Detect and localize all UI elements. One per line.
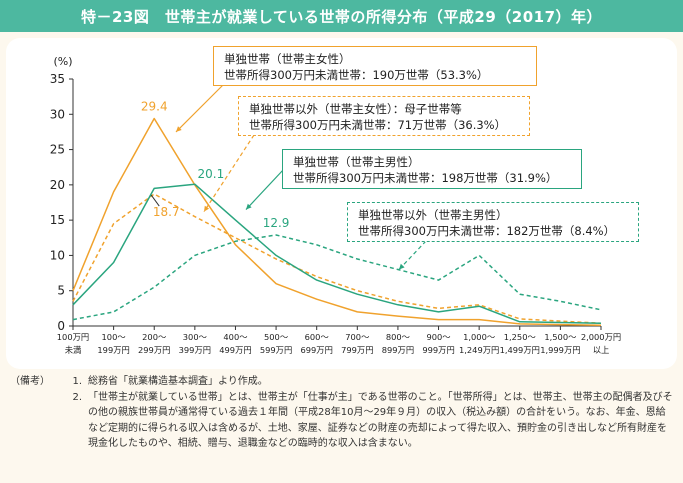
x-tick-label: 399万円 (179, 345, 211, 355)
chart-panel: 0 5 10 15 20 25 30 35 (%) 100万円未満 100～ 199万円 200～ 299… (6, 38, 677, 369)
x-tick-label: 100～ (102, 332, 126, 342)
note-item: （備考） 1. 総務省「就業構造基本調査」より作成。 (10, 374, 675, 390)
y-tick-label: 0 (57, 319, 65, 333)
y-axis-label: (%) (53, 55, 72, 68)
x-tick-label: 以上 (593, 345, 610, 355)
y-tick-label: 30 (50, 107, 65, 121)
callout-female-nonsingle: 単独世帯以外（世帯主女性）：母子世帯等 世帯所得300万円未満世帯：71万世帯（… (238, 96, 530, 136)
callout-line-1: 単独世帯以外（世帯主女性）：母子世帯等 (249, 102, 462, 116)
x-tick-label: 900～ (426, 332, 450, 342)
series-line (72, 117, 602, 327)
callout-line-2: 世帯所得300万円未満世帯：182万世帯（8.4%） (358, 224, 616, 238)
x-tick-label: 1,499万円 (500, 345, 540, 355)
data-label: 29.4 (141, 100, 168, 114)
x-tick-label: 1,500～ (544, 332, 576, 342)
x-tick-label: 400～ (223, 332, 247, 342)
y-tick-label: 10 (50, 248, 65, 262)
y-tick-label: 20 (50, 178, 65, 192)
x-tick-label: 200～ (142, 332, 166, 342)
note-number: 2. (72, 391, 82, 403)
x-tick-label: 899万円 (382, 345, 414, 355)
callout-female-single: 単独世帯（世帯主女性） 世帯所得300万円未満世帯：190万世帯（53.3%） (213, 46, 537, 86)
callout-line-1: 単独世帯（世帯主男性） (293, 155, 420, 169)
x-tick-label: 1,250～ (504, 332, 536, 342)
callout-arrow-line (203, 134, 255, 213)
x-tick-label: 1,999万円 (540, 345, 580, 355)
callout-arrow-line (245, 168, 285, 210)
callout-male-single: 単独世帯（世帯主男性） 世帯所得300万円未満世帯：198万世帯（31.9%） (282, 149, 582, 189)
data-label: 12.9 (263, 216, 290, 230)
data-label: 18.7 (153, 205, 180, 219)
callout-arrowhead (176, 126, 182, 132)
data-label: 20.1 (197, 167, 224, 181)
x-tick-label: 100万円 (57, 332, 89, 342)
note-number: 1. (72, 376, 82, 387)
y-tick-label: 5 (57, 284, 65, 298)
x-tick-label: 700～ (345, 332, 369, 342)
callout-arrowhead (399, 263, 405, 270)
note-text: 総務省「就業構造基本調査」より作成。 (88, 376, 268, 387)
x-tick-label: 500～ (264, 332, 288, 342)
series-line (72, 183, 602, 324)
callout-line-1: 単独世帯（世帯主女性） (224, 52, 351, 66)
note-text: 「世帯主が就業している世帯」とは、世帯主が「仕事が主」である世帯のこと。「世帯所… (88, 391, 673, 450)
chart-title: 特－23図 世帯主が就業している世帯の所得分布（平成29（2017）年） (0, 0, 683, 32)
y-tick-label: 25 (50, 143, 65, 157)
callout-line-2: 世帯所得300万円未満世帯：71万世帯（36.3%） (249, 118, 507, 132)
x-tick-label: 199万円 (97, 345, 129, 355)
x-tick-label: 799万円 (341, 345, 373, 355)
series-line (72, 234, 602, 321)
callout-arrowhead (204, 205, 210, 212)
callout-line-2: 世帯所得300万円未満世帯：198万世帯（31.9%） (293, 171, 558, 185)
callout-line-2: 世帯所得300万円未満世帯：190万世帯（53.3%） (224, 68, 489, 82)
x-tick-label: 999万円 (422, 345, 454, 355)
callout-male-nonsingle: 単独世帯以外（世帯主男性） 世帯所得300万円未満世帯：182万世帯（8.4%） (347, 202, 639, 242)
x-tick-label: 1,249万円 (459, 345, 499, 355)
note-item: 2. 「世帯主が就業している世帯」とは、世帯主が「仕事が主」である世帯のこと。「… (10, 390, 675, 452)
x-tick-label: 499万円 (219, 345, 251, 355)
x-tick-label: 800～ (386, 332, 410, 342)
notes: （備考） 1. 総務省「就業構造基本調査」より作成。 2. 「世帯主が就業してい… (10, 374, 675, 452)
x-tick-label: 2,000万円 (581, 332, 621, 342)
x-tick-label: 600～ (305, 332, 329, 342)
x-tick-label: 1,000～ (463, 332, 495, 342)
data-label-leader (150, 194, 160, 207)
y-tick-label: 15 (50, 213, 65, 227)
x-tick-label: 299万円 (138, 345, 170, 355)
callout-arrow-line (398, 240, 427, 270)
callout-line-1: 単独世帯以外（世帯主男性） (358, 208, 508, 222)
x-tick-label: 699万円 (300, 345, 332, 355)
callout-arrowhead (246, 203, 252, 210)
x-tick-label: 未満 (65, 345, 82, 355)
x-tick-label: 599万円 (260, 345, 292, 355)
notes-heading: （備考） (10, 376, 50, 387)
x-tick-label: 300～ (183, 332, 207, 342)
callout-arrow-line (175, 79, 229, 133)
y-tick-label: 35 (50, 72, 65, 86)
